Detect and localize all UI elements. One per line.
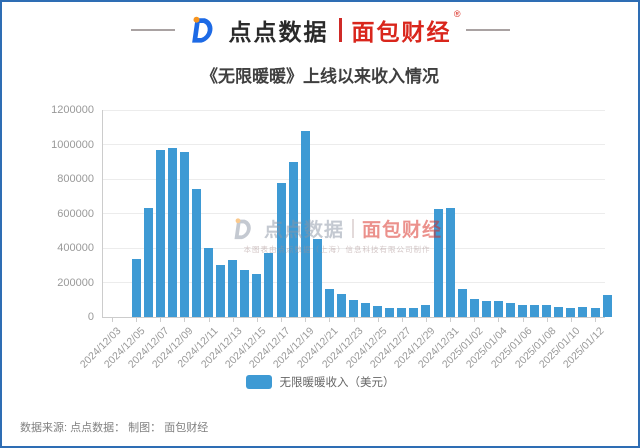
header: 点点数据 面包财经 ® — [2, 9, 638, 48]
grid-line — [103, 144, 605, 145]
bar[interactable] — [324, 289, 334, 317]
chart-title: 《无限暖暖》上线以来收入情况 — [201, 67, 439, 86]
x-axis-tick — [425, 318, 427, 322]
registered-mark: ® — [453, 9, 463, 19]
y-axis-label: 400000 — [57, 242, 94, 254]
x-axis-tick — [522, 318, 524, 322]
bar[interactable] — [457, 289, 467, 317]
bar[interactable] — [602, 295, 612, 317]
grid-line — [103, 213, 605, 214]
bar[interactable] — [385, 307, 395, 317]
x-axis-tick — [498, 318, 500, 322]
x-axis-tick — [305, 318, 307, 322]
bar[interactable] — [505, 303, 515, 317]
bar[interactable] — [481, 301, 491, 317]
bar[interactable] — [288, 161, 298, 317]
logo-divider — [338, 18, 342, 42]
bar[interactable] — [192, 189, 202, 317]
bar[interactable] — [228, 260, 238, 317]
x-axis-tick — [160, 318, 162, 322]
bar[interactable] — [264, 253, 274, 317]
y-axis-label: 200000 — [57, 276, 94, 289]
y-axis-label: 800000 — [57, 173, 94, 185]
legend-swatch[interactable] — [245, 375, 272, 389]
bar[interactable] — [276, 183, 286, 317]
y-axis-label: 600000 — [57, 207, 94, 220]
bar[interactable] — [373, 305, 383, 317]
bar[interactable] — [433, 209, 443, 317]
grid-line — [103, 178, 605, 180]
bar[interactable] — [300, 130, 310, 317]
x-axis-tick — [450, 318, 452, 322]
x-axis-tick — [329, 318, 331, 322]
y-axis-label: 0 — [87, 311, 94, 323]
bar[interactable] — [349, 299, 358, 317]
grid-line — [103, 109, 605, 111]
x-axis-tick — [570, 318, 572, 322]
header-right-line — [465, 29, 510, 31]
bar[interactable] — [361, 303, 371, 317]
legend[interactable]: 无限暖暖收入（美元） — [2, 374, 638, 390]
x-axis-tick — [546, 318, 548, 322]
x-axis-tick — [377, 318, 379, 322]
grid-line — [103, 247, 605, 249]
x-axis-tick — [184, 318, 186, 322]
diandian-logo-icon — [189, 15, 219, 45]
legend-label[interactable]: 无限暖暖收入（美元） — [279, 377, 395, 389]
x-axis-tick — [208, 318, 210, 322]
bar[interactable] — [252, 273, 262, 317]
bar[interactable] — [409, 307, 419, 317]
x-axis-tick — [136, 318, 138, 322]
y-axis-line — [102, 110, 103, 317]
bar[interactable] — [566, 308, 576, 317]
bar[interactable] — [179, 152, 189, 317]
x-axis-tick — [353, 318, 355, 322]
bar[interactable] — [530, 304, 540, 317]
bar[interactable] — [590, 307, 600, 317]
y-axis-label: 1000000 — [51, 138, 94, 151]
x-axis-tick — [232, 318, 234, 322]
grid-line — [103, 282, 605, 283]
logo: 点点数据 面包财经 ® — [189, 9, 463, 47]
x-axis-tick — [401, 318, 403, 322]
bar[interactable] — [167, 147, 177, 317]
x-axis-line — [102, 317, 605, 318]
bar[interactable] — [336, 293, 346, 317]
bar[interactable] — [155, 149, 165, 317]
brand-diandian: 点点数据 — [228, 19, 329, 45]
bar[interactable] — [397, 308, 407, 317]
x-axis-tick — [474, 318, 476, 322]
bar[interactable] — [578, 306, 588, 317]
bar[interactable] — [493, 301, 503, 317]
bar[interactable] — [216, 265, 226, 317]
x-axis-tick — [595, 318, 596, 322]
x-axis-tick — [112, 318, 113, 322]
bar[interactable] — [445, 208, 455, 317]
plot-area: 2024/12/03 2024/12/05 2024/12/07 2024/12/09… — [78, 109, 612, 371]
bar[interactable] — [131, 259, 141, 317]
y-axis-label: 1200000 — [51, 104, 94, 116]
bar[interactable] — [421, 304, 431, 317]
bar[interactable] — [240, 270, 250, 317]
bar[interactable] — [204, 248, 214, 317]
bar[interactable] — [312, 238, 322, 317]
x-axis-tick — [281, 318, 283, 322]
x-axis-tick — [256, 318, 258, 322]
bar[interactable] — [542, 304, 552, 317]
footer-source: 数据来源: 点点数据： 制图： 面包财经 — [20, 422, 209, 434]
bar[interactable] — [554, 306, 564, 317]
brand-mianbao: 面包财经 ® — [351, 9, 463, 45]
bar[interactable] — [518, 304, 528, 317]
bar[interactable] — [469, 298, 479, 317]
y-axis: 0 200000 400000 600000 800000 1000000 1200000 — [2, 104, 94, 323]
bar[interactable] — [143, 208, 153, 317]
header-left-line — [130, 29, 175, 31]
